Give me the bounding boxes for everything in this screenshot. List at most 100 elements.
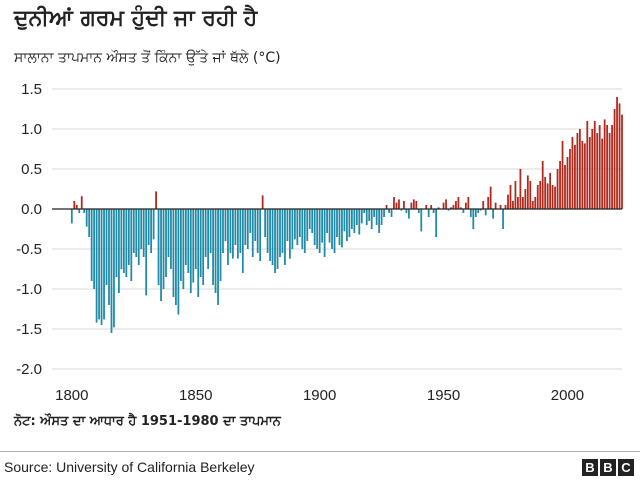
bar-1823: [127, 209, 130, 265]
bar-1831: [147, 209, 150, 245]
bar-2000: [566, 157, 569, 209]
bar-1882: [274, 209, 276, 273]
bar-1884: [279, 209, 281, 257]
y-tick-label: 0.0: [21, 201, 42, 218]
bar-1897: [311, 209, 314, 233]
bar-1953: [450, 207, 452, 209]
bar-1805: [83, 209, 86, 213]
bar-2018: [611, 125, 613, 209]
bar-1935: [405, 209, 408, 213]
bar-1992: [546, 183, 549, 209]
bar-1905: [331, 209, 333, 249]
bar-1964: [477, 209, 480, 213]
bar-1868: [239, 209, 242, 253]
bar-1944: [427, 209, 430, 217]
bar-2014: [601, 138, 604, 209]
bar-1954: [452, 205, 455, 209]
bar-1945: [430, 205, 433, 209]
bar-2012: [596, 133, 599, 209]
bar-1812: [100, 209, 103, 325]
bar-1990: [541, 161, 544, 209]
bar-1874: [254, 209, 257, 241]
bar-1985: [529, 181, 532, 209]
bar-1853: [202, 209, 205, 285]
bar-1938: [412, 199, 415, 209]
bar-1806: [85, 209, 88, 227]
bar-1826: [135, 209, 138, 257]
bar-1859: [217, 209, 219, 305]
bar-1837: [162, 209, 165, 289]
bar-1844: [179, 209, 182, 281]
bar-1971: [494, 202, 497, 209]
y-tick-label: -1.0: [16, 281, 42, 298]
bar-1860: [219, 209, 222, 281]
bar-2007: [583, 143, 586, 209]
bar-1904: [328, 209, 331, 243]
bar-1902: [323, 209, 326, 257]
bar-1900: [318, 209, 321, 253]
bar-1885: [281, 209, 284, 253]
bar-1946: [432, 209, 435, 213]
bar-1847: [187, 209, 190, 273]
bar-1952: [447, 209, 450, 211]
bar-1879: [266, 209, 269, 253]
x-tick-label: 1800: [55, 387, 88, 404]
x-tick-label: 1850: [179, 387, 212, 404]
bar-1840: [170, 209, 172, 269]
bar-1980: [517, 197, 519, 209]
bar-1834: [155, 191, 157, 209]
bar-1881: [271, 209, 274, 265]
bar-1976: [507, 194, 509, 209]
bar-1846: [184, 209, 187, 265]
bar-1867: [236, 209, 239, 259]
bar-1836: [160, 209, 162, 301]
bar-1908: [338, 209, 341, 245]
bar-1890: [293, 209, 296, 240]
chart-note: ਨੋਟ: ਔਸਤ ਦਾ ਆਧਾਰ ਹੈ 1951-1980 ਦਾ ਤਾਪਮਾਨ: [14, 414, 281, 429]
bar-1940: [417, 209, 420, 213]
bar-1959: [464, 202, 467, 209]
bar-1801: [73, 201, 76, 209]
bbc-logo-letter: B: [600, 459, 616, 476]
chart-subtitle: ਸਾਲਾਨਾ ਤਾਪਮਾਨ ਔਸਤ ਤੋਂ ਕਿੰਨਾ ਉੱਤੇ ਜਾਂ ਥੱਲ…: [14, 50, 281, 66]
bar-2010: [591, 129, 594, 209]
bar-1865: [232, 209, 234, 259]
bar-1830: [145, 209, 148, 296]
bar-1929: [390, 209, 393, 217]
bar-1850: [194, 209, 197, 269]
bar-1821: [122, 209, 125, 273]
bar-1937: [410, 202, 413, 209]
bar-1906: [333, 209, 336, 253]
bar-1839: [167, 209, 170, 257]
bar-1930: [393, 197, 395, 209]
bar-1849: [192, 209, 195, 283]
bar-1977: [509, 185, 512, 209]
bar-1894: [303, 209, 306, 253]
bar-1995: [554, 186, 556, 209]
bar-1872: [249, 209, 252, 233]
bar-1967: [484, 209, 487, 216]
bar-1855: [207, 209, 210, 269]
bar-1915: [355, 209, 358, 225]
bar-1869: [241, 209, 244, 273]
bar-1962: [472, 209, 475, 229]
bar-1975: [504, 205, 507, 209]
bar-1943: [425, 205, 428, 209]
bar-2019: [613, 109, 616, 209]
bar-1927: [385, 205, 388, 209]
bar-1800: [70, 209, 73, 224]
bar-1965: [479, 209, 482, 211]
y-axis-tick-labels: 1.5 1.0 0.5 0.0 -0.5 -1.0 -1.5 -2.0: [16, 81, 42, 378]
temperature-bar-chart: 1.5 1.0 0.5 0.0 -0.5 -1.0 -1.5 -2.0 1800 1850 190…: [16, 81, 623, 404]
bar-1811: [98, 209, 100, 320]
bar-1947: [435, 209, 438, 237]
bar-1999: [564, 165, 566, 209]
chart-title: ਦੁਨੀਆਂ ਗਰਮ ਹੁੰਦੀ ਜਾ ਰਹੀ ਹੈ: [14, 6, 258, 31]
bar-2008: [586, 121, 589, 209]
bar-1968: [487, 197, 490, 209]
bar-1969: [489, 186, 492, 209]
bar-1893: [301, 209, 304, 249]
y-tick-label: -0.5: [16, 241, 42, 258]
bar-1987: [534, 197, 537, 209]
bar-1922: [373, 209, 376, 217]
